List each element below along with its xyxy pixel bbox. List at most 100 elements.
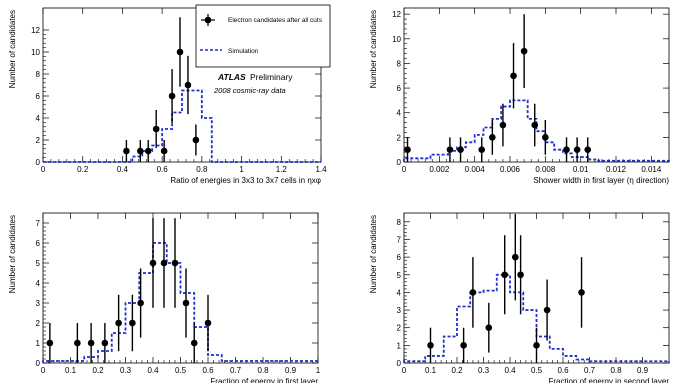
y-tick-label: 2 <box>36 319 41 328</box>
y-tick-label: 6 <box>36 239 41 248</box>
data-point <box>182 299 190 307</box>
x-tick-label: 0.8 <box>196 165 208 174</box>
plot-frame <box>403 7 670 163</box>
y-tick-label: 4 <box>397 109 402 118</box>
chart-panel-4: 0 0.1 0.2 0.3 0.4 0.5 0.6 0.7 0.8 0.9 0 1 2 3 4 5 6 7 8 Fra… <box>369 212 670 383</box>
x-tick-label: 0 <box>41 366 46 375</box>
data-point <box>542 134 549 141</box>
x-tick-label: 0.01 <box>573 165 589 174</box>
y-axis-label: Number of candidates <box>8 215 17 293</box>
data-point <box>74 339 81 347</box>
y-tick-label: 0 <box>36 158 41 167</box>
x-tick-label: 0.7 <box>230 366 242 375</box>
y-tick-label: 8 <box>397 218 402 227</box>
data-point <box>101 339 109 347</box>
x-tick-label: 0.008 <box>535 165 556 174</box>
data-point <box>123 147 130 155</box>
x-tick-label: 0.9 <box>285 366 297 375</box>
data-point <box>578 289 585 296</box>
data-point <box>152 125 160 133</box>
legend-frame <box>195 4 331 68</box>
data-point <box>533 342 540 349</box>
data-point <box>478 146 486 153</box>
y-tick-label: 7 <box>397 235 402 244</box>
x-tick-label: 0.8 <box>610 366 622 375</box>
y-axis-label: Number of candidates <box>8 10 17 88</box>
y-tick-label: 6 <box>36 92 41 101</box>
data-point <box>190 339 198 347</box>
plot-frame <box>42 7 322 163</box>
chart-panel-1: 0 0.2 0.4 0.6 0.8 1 1.2 1.4 0 2 4 6 8 10 12 Ratio of en… <box>8 7 327 185</box>
data-point <box>427 342 434 349</box>
data-point <box>404 146 411 153</box>
x-tick-label: 1 <box>316 366 321 375</box>
chart-panel-3: 0 0.1 0.2 0.3 0.4 0.5 0.6 0.7 0.8 0.9 1 0 1 2 3 4 5 6 7 Fra… <box>8 212 321 383</box>
x-tick-label: 0 <box>41 165 46 174</box>
data-point <box>137 147 144 155</box>
data-point <box>510 72 517 80</box>
data-point <box>129 319 136 327</box>
x-tick-label: 0.012 <box>606 165 627 174</box>
data-point <box>485 324 493 332</box>
y-tick-label: 5 <box>36 259 41 268</box>
data-point <box>160 259 168 267</box>
x-tick-label: 0 <box>402 165 407 174</box>
x-tick-label: 0.2 <box>77 165 89 174</box>
y-tick-label: 8 <box>397 59 402 68</box>
x-tick-label: 0.2 <box>92 366 104 375</box>
atlas-dataset: 2008 cosmic-ray data <box>213 86 286 95</box>
y-tick-label: 1 <box>397 341 402 350</box>
data-point <box>499 121 507 129</box>
data-point <box>149 259 157 267</box>
x-tick-label: 0.4 <box>117 165 129 174</box>
data-point <box>469 289 477 296</box>
data-point <box>171 259 179 267</box>
simulation-histogram <box>42 242 319 363</box>
data-point <box>184 81 192 89</box>
data-point <box>446 146 454 153</box>
legend-data-marker <box>204 16 212 24</box>
data-point <box>517 271 524 279</box>
atlas-label: ATLAS Preliminary 2008 cosmic-ray data <box>213 72 293 95</box>
x-tick-label: 1.2 <box>276 165 288 174</box>
x-tick-label: 0.1 <box>425 366 437 375</box>
y-tick-label: 6 <box>397 84 402 93</box>
x-tick-label: 0.9 <box>637 366 649 375</box>
atlas-preliminary: Preliminary <box>250 72 293 82</box>
x-tick-label: 0.6 <box>157 165 169 174</box>
y-tick-label: 6 <box>397 253 402 262</box>
x-tick-label: 0.1 <box>65 366 77 375</box>
data-point <box>460 342 467 349</box>
y-tick-label: 10 <box>31 48 40 57</box>
data-point <box>457 146 464 153</box>
x-tick-label: 0.7 <box>584 366 596 375</box>
x-axis-label: Ratio of energies in 3x3 to 3x7 cells in… <box>170 176 321 185</box>
data-point <box>87 339 95 347</box>
x-axis-label: Shower width in first layer (η direction… <box>533 176 669 185</box>
data-point <box>543 306 551 314</box>
data-point <box>512 253 519 261</box>
y-tick-label: 2 <box>36 136 41 145</box>
y-axis-label: Number of candidates <box>369 215 378 293</box>
data-point <box>160 147 168 155</box>
y-tick-label: 4 <box>36 279 41 288</box>
data-point <box>584 146 592 153</box>
y-tick-label: 1 <box>36 339 41 348</box>
x-tick-label: 1.4 <box>315 165 327 174</box>
simulation-histogram <box>403 273 670 363</box>
y-tick-label: 4 <box>36 114 41 123</box>
x-tick-label: 0.014 <box>641 165 662 174</box>
data-point <box>115 319 122 327</box>
y-tick-label: 2 <box>397 133 402 142</box>
y-tick-label: 0 <box>397 359 402 368</box>
y-tick-label: 2 <box>397 324 402 333</box>
x-axis-label: Fraction of energy in first layer <box>210 377 318 383</box>
data-point <box>501 271 509 279</box>
y-tick-label: 10 <box>392 35 401 44</box>
data-point <box>531 121 539 129</box>
simulation-histogram <box>403 99 670 162</box>
x-axis-label: Fraction of energy in second layer <box>548 377 669 383</box>
legend-data-label: Electron candidates after all cuts <box>228 17 323 24</box>
legend: Electron candidates after all cuts Simul… <box>195 4 331 68</box>
